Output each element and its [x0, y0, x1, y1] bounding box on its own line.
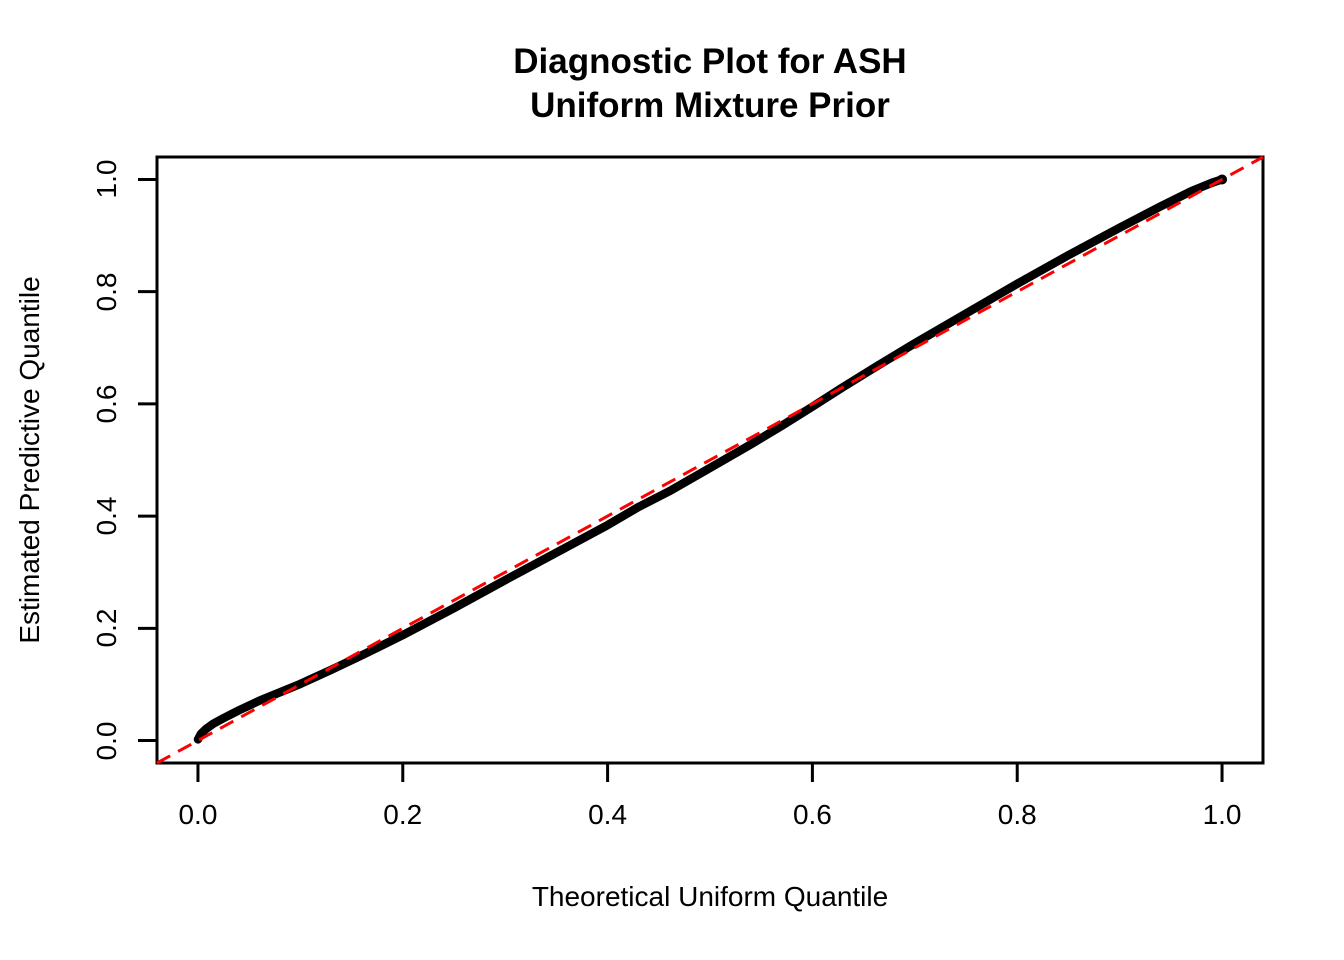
x-tick-label: 0.2	[383, 799, 423, 830]
x-tick-label: 0.8	[997, 799, 1037, 830]
y-tick-label: 0.8	[91, 272, 122, 312]
x-tick-label: 0.0	[178, 799, 218, 830]
identity-reference-line	[156, 155, 1264, 765]
y-axis-title: Estimated Predictive Quantile	[14, 276, 45, 644]
x-tick-label: 0.6	[792, 799, 832, 830]
y-tick-label: 0.2	[91, 608, 122, 648]
chart-title-line-2: Uniform Mixture Prior	[530, 86, 890, 125]
y-tick-label: 0.6	[91, 384, 122, 424]
x-axis-title: Theoretical Uniform Quantile	[531, 881, 889, 912]
y-tick-label: 1.0	[91, 159, 122, 199]
plot-box	[155, 155, 1265, 765]
x-tick-label: 0.4	[588, 799, 628, 830]
y-tick-label: 0.4	[91, 496, 122, 536]
chart-title-line-1: Diagnostic Plot for ASH	[513, 42, 907, 81]
y-tick-label: 0.0	[91, 721, 122, 761]
x-tick-label: 1.0	[1202, 799, 1242, 830]
estimated-vs-theoretical-quantiles	[193, 175, 1227, 744]
